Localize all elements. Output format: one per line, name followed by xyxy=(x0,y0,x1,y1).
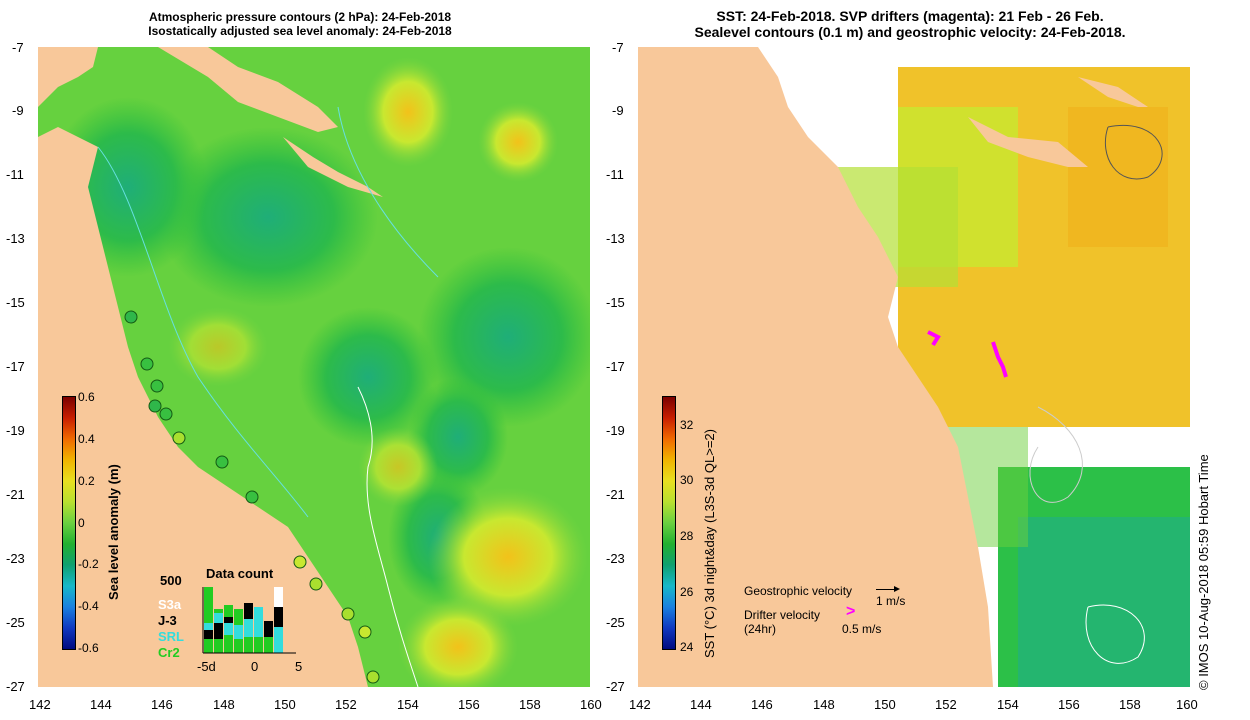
left-y-tick: -13 xyxy=(6,231,25,246)
sea-level-map-graphic xyxy=(38,47,590,687)
sea-level-colorbar xyxy=(62,396,76,650)
inset-x-tick: 0 xyxy=(251,659,259,674)
right-y-tick: -7 xyxy=(612,40,624,55)
right-x-tick: 142 xyxy=(629,697,651,712)
left-x-tick: 152 xyxy=(335,697,357,712)
right-x-tick: 146 xyxy=(751,697,773,712)
left-y-tick: -7 xyxy=(12,40,24,55)
right-y-tick: -21 xyxy=(606,487,625,502)
drifter-velocity-label: Drifter velocity xyxy=(744,608,821,622)
colorbar-tick: 0.6 xyxy=(78,390,95,404)
left-y-tick: -17 xyxy=(6,359,25,374)
sst-colorbar xyxy=(662,396,676,650)
drifter-velocity-scale: 0.5 m/s xyxy=(842,622,882,636)
drifter-velocity-label-24hr: (24hr) xyxy=(744,622,777,636)
right-x-tick: 150 xyxy=(874,697,896,712)
left-x-tick: 142 xyxy=(29,697,51,712)
left-x-tick: 146 xyxy=(151,697,173,712)
right-y-tick: -17 xyxy=(606,359,625,374)
legend-srl: SRL xyxy=(158,629,184,644)
colorbar-tick: 30 xyxy=(680,473,694,487)
left-y-tick: -27 xyxy=(6,679,25,694)
right-y-tick: -15 xyxy=(606,295,625,310)
right-y-tick: -11 xyxy=(606,167,624,182)
right-x-tick: 156 xyxy=(1058,697,1080,712)
left-x-tick: 154 xyxy=(397,697,419,712)
right-title-line1: SST: 24-Feb-2018. SVP drifters (magenta)… xyxy=(716,8,1104,24)
left-y-tick: -23 xyxy=(6,551,25,566)
left-x-tick: 158 xyxy=(519,697,541,712)
right-x-tick: 144 xyxy=(690,697,712,712)
colorbar-tick: 26 xyxy=(680,585,694,599)
colorbar-tick: 0 xyxy=(78,516,85,530)
colorbar-tick: 24 xyxy=(680,640,694,654)
geostrophic-velocity-label: Geostrophic velocity xyxy=(744,584,853,598)
right-y-tick: -25 xyxy=(606,615,625,630)
left-y-tick: -19 xyxy=(6,423,25,438)
right-x-tick: 158 xyxy=(1119,697,1141,712)
right-y-tick: -23 xyxy=(606,551,625,566)
sst-map xyxy=(638,47,1190,687)
colorbar-tick: 32 xyxy=(680,418,694,432)
inset-x-tick: -5d xyxy=(197,659,216,674)
right-x-tick: 160 xyxy=(1176,697,1198,712)
inset-x-tick: 5 xyxy=(295,659,303,674)
colorbar-tick: -0.2 xyxy=(78,557,99,571)
left-y-tick: -11 xyxy=(6,167,24,182)
right-y-tick: -19 xyxy=(606,423,625,438)
colorbar-tick: -0.6 xyxy=(78,641,99,655)
drifter-track-2 xyxy=(991,341,1008,378)
sst-colorbar-label: SST (°C) 3d night&day (L3S-3d QL>=2) xyxy=(702,429,717,658)
data-count-y-label: 500 xyxy=(160,573,182,588)
imos-credit: © IMOS 10-Aug-2018 05:59 Hobart Time xyxy=(1196,454,1211,690)
legend-j3: J-3 xyxy=(158,613,177,628)
left-y-tick: -21 xyxy=(6,487,25,502)
colorbar-tick: 0.2 xyxy=(78,474,95,488)
right-x-tick: 154 xyxy=(997,697,1019,712)
colorbar-tick: -0.4 xyxy=(78,599,99,613)
data-count-histogram xyxy=(202,587,296,654)
left-x-tick: 156 xyxy=(458,697,480,712)
sea-level-anomaly-map xyxy=(38,47,590,687)
right-title-line2: Sealevel contours (0.1 m) and geostrophi… xyxy=(694,24,1126,40)
legend-s3a: S3a xyxy=(158,597,182,612)
geostrophic-velocity-arrow xyxy=(876,589,898,590)
left-y-tick: -25 xyxy=(6,615,25,630)
left-title-line2: Isostatically adjusted sea level anomaly… xyxy=(148,24,452,38)
sst-map-graphic xyxy=(638,47,1190,687)
drifter-track-1 xyxy=(927,330,941,347)
left-y-tick: -9 xyxy=(12,103,24,118)
colorbar-tick: 28 xyxy=(680,529,694,543)
left-x-tick: 144 xyxy=(90,697,112,712)
right-x-tick: 152 xyxy=(935,697,957,712)
left-x-tick: 148 xyxy=(213,697,235,712)
legend-cr2: Cr2 xyxy=(158,645,180,660)
left-y-tick: -15 xyxy=(6,295,25,310)
colorbar-tick: 0.4 xyxy=(78,432,95,446)
right-y-tick: -13 xyxy=(606,231,625,246)
left-x-tick: 160 xyxy=(580,697,602,712)
sea-level-colorbar-label: Sea level anomaly (m) xyxy=(106,464,121,600)
left-title-line1: Atmospheric pressure contours (2 hPa): 2… xyxy=(148,10,452,24)
left-x-tick: 150 xyxy=(274,697,296,712)
right-y-tick: -27 xyxy=(606,679,625,694)
right-y-tick: -9 xyxy=(612,103,624,118)
geostrophic-velocity-scale: 1 m/s xyxy=(876,594,906,608)
right-x-tick: 148 xyxy=(813,697,835,712)
drifter-velocity-arrow: > xyxy=(846,603,856,620)
data-count-title: Data count xyxy=(206,566,274,581)
tide-gauge-markers xyxy=(124,310,380,684)
geostrophic-velocity-arrowhead xyxy=(894,586,900,592)
